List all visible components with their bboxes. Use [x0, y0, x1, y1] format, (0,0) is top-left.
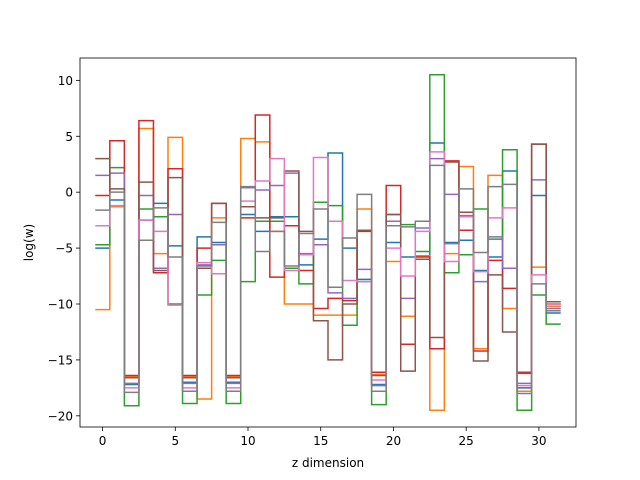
series-1-line	[95, 142, 561, 389]
x-tick-label: 0	[99, 434, 107, 448]
y-tick-label: 0	[65, 186, 73, 200]
y-tick-label: −5	[55, 242, 73, 256]
series-8-line	[95, 164, 561, 395]
y-tick-label: 5	[65, 130, 73, 144]
x-tick-label: 15	[313, 434, 328, 448]
series-6-line	[95, 143, 561, 379]
axes-layer: 0 5 10 15 20 25 30 −20 −15 −10 −5 0 5 10	[48, 57, 577, 448]
x-tick-label: 30	[531, 434, 546, 448]
series-7-line	[95, 151, 561, 389]
plot-frame	[79, 57, 577, 428]
x-tick-label: 5	[171, 434, 179, 448]
y-tick-label: 10	[58, 74, 73, 88]
x-tick-label: 25	[459, 434, 474, 448]
y-tick-label: −10	[48, 298, 73, 312]
series-layer	[95, 74, 561, 411]
x-axis-label: z dimension	[292, 456, 364, 470]
y-tick-label: −15	[48, 353, 73, 367]
y-axis-label: log(w)	[22, 224, 36, 261]
x-tick-label: 10	[240, 434, 255, 448]
x-tick-label: 20	[386, 434, 401, 448]
series-4-line	[95, 114, 561, 377]
y-tick-label: −20	[48, 409, 73, 423]
